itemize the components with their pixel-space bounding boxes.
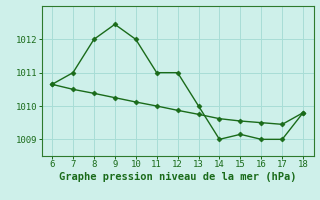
X-axis label: Graphe pression niveau de la mer (hPa): Graphe pression niveau de la mer (hPa): [59, 172, 296, 182]
